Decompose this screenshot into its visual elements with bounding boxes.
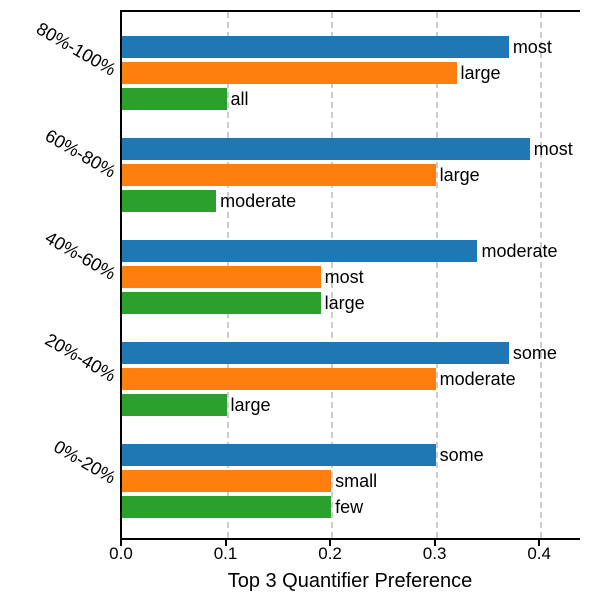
bar: most [122,36,509,58]
bar: large [122,164,436,186]
bar-label: some [436,444,484,466]
bar-label: large [457,62,501,84]
bar-label: large [227,394,271,416]
bar-label: all [227,88,249,110]
y-tick-label: 0%-20% [50,436,119,488]
bar: few [122,496,331,518]
y-tick-label: 20%-40% [41,329,119,386]
bar-label: large [436,164,480,186]
bar: moderate [122,190,216,212]
bar: large [122,62,457,84]
quantifier-preference-chart: mostlargeallmostlargemoderatemoderatemos… [0,0,600,602]
bar: some [122,342,509,364]
bar: some [122,444,436,466]
bar: moderate [122,368,436,390]
x-tick-label: 0.3 [423,544,447,564]
bar: large [122,394,227,416]
bar-group: moderatemostlarge [122,240,580,314]
y-tick-label: 40%-60% [41,227,119,284]
bar-label: moderate [216,190,296,212]
bar-label: moderate [436,368,516,390]
y-tick-label: 60%-80% [41,125,119,182]
plot-area: mostlargeallmostlargemoderatemoderatemos… [120,10,580,540]
bar: small [122,470,331,492]
bar: all [122,88,227,110]
bar-group: most large moderate [122,138,580,212]
x-tick-label: 0.0 [109,544,133,564]
x-tick-label: 0.2 [318,544,342,564]
x-tick-label: 0.1 [214,544,238,564]
bar-label: small [331,470,377,492]
bar-label: most [321,266,364,288]
bar: moderate [122,240,477,262]
bar-group: somesmallfew [122,444,580,518]
bar-label: few [331,496,363,518]
bar-label: most [509,36,552,58]
bar-group: some moderate large [122,342,580,416]
bar: most [122,266,321,288]
bar-label: most [530,138,573,160]
x-tick-label: 0.4 [527,544,551,564]
x-axis-label: Top 3 Quantifier Preference [120,570,580,593]
y-tick-label: 80%-100% [32,18,119,80]
bar: most [122,138,530,160]
bar: large [122,292,321,314]
bar-group: most large all [122,36,580,110]
bar-label: some [509,342,557,364]
bar-label: large [321,292,365,314]
bar-label: moderate [477,240,557,262]
